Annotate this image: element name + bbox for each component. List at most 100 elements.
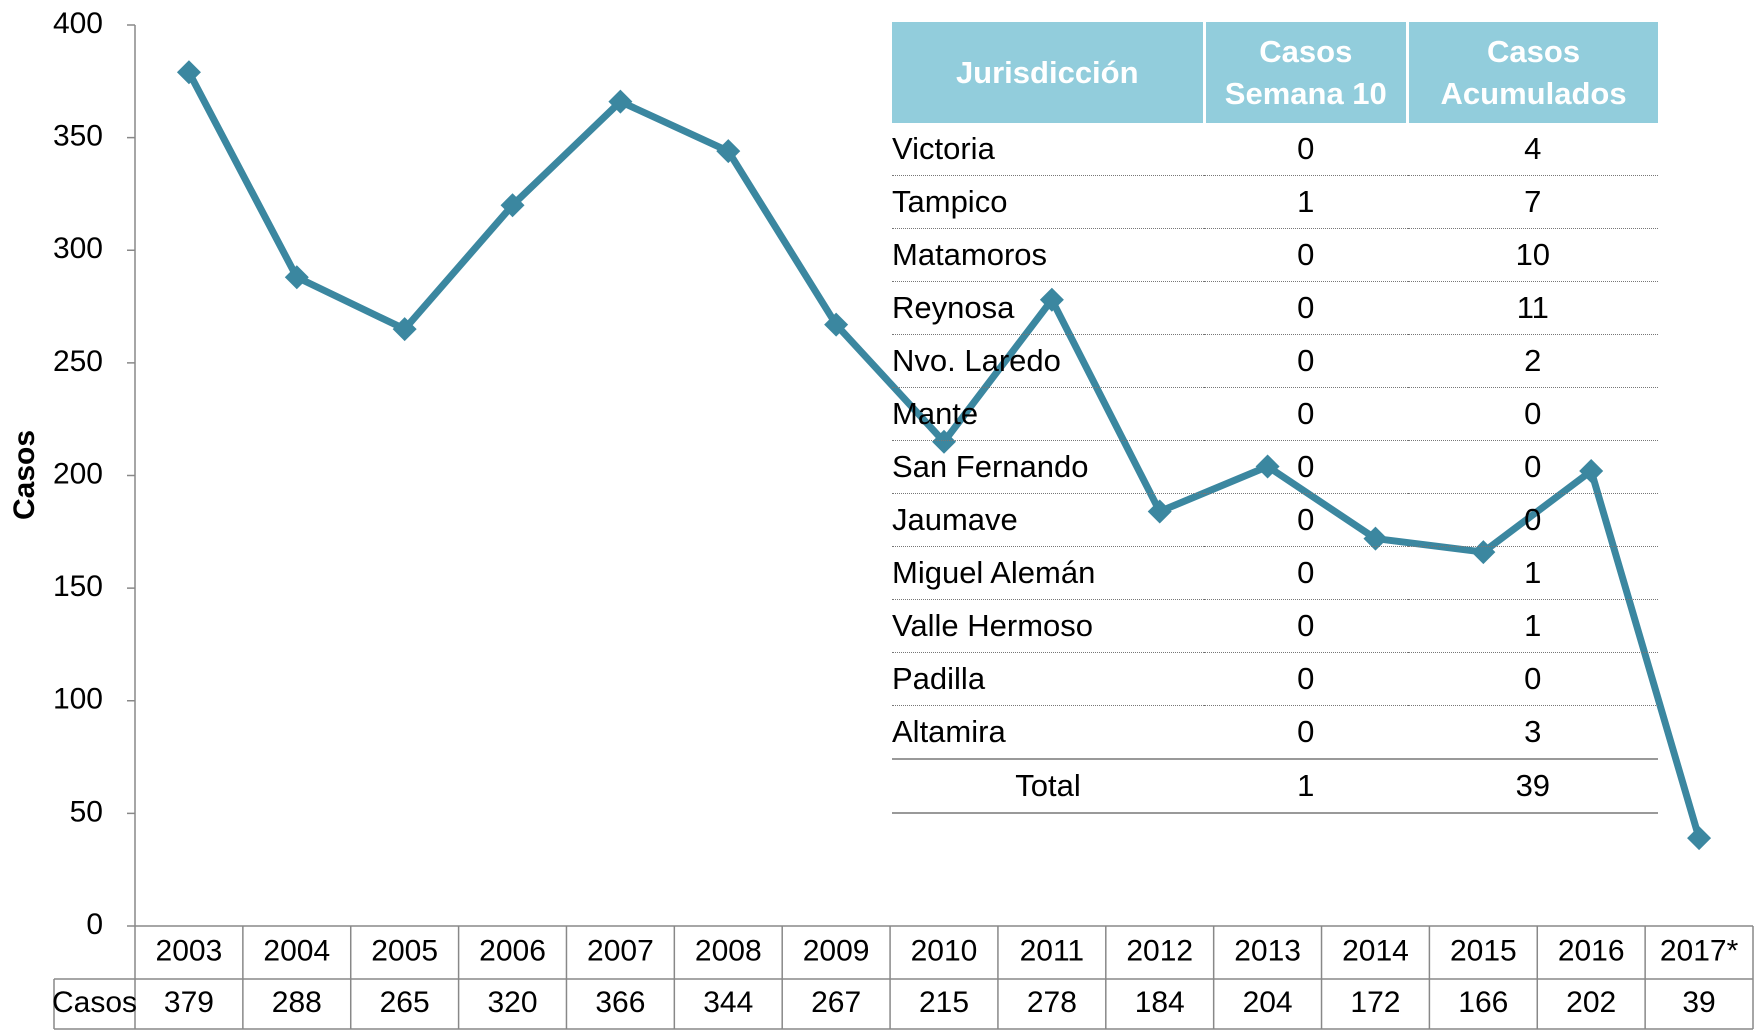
total-cell: 1 (1204, 758, 1408, 814)
row: Tampico 1 7 (892, 175, 1658, 229)
x-tick-label: 2015 (1450, 934, 1517, 967)
x-tick-label: 2003 (156, 934, 223, 967)
table-value: 265 (380, 986, 430, 1019)
marker (284, 265, 309, 290)
table-value: 184 (1135, 986, 1185, 1019)
table-value: 172 (1350, 986, 1400, 1019)
y-tick-label: 50 (70, 795, 103, 828)
table-value: 166 (1458, 986, 1508, 1019)
table-value: 278 (1027, 986, 1077, 1019)
y-tick-label: 100 (53, 683, 103, 716)
total-row: Total 1 39 (892, 758, 1658, 814)
cell: Nvo. Laredo (892, 334, 1204, 388)
cell: 0 (1204, 281, 1408, 335)
cell: Mante (892, 387, 1204, 441)
x-tick-label: 2004 (263, 934, 330, 967)
cell: 10 (1407, 228, 1658, 282)
table-value: 267 (811, 986, 861, 1019)
cell: 0 (1407, 387, 1658, 441)
cell: 0 (1407, 493, 1658, 547)
inset-table: Jurisdicción Casos Semana 10 Casos Acumula… (892, 22, 1658, 814)
header-row: Jurisdicción Casos Semana 10 Casos Acumula… (892, 22, 1658, 123)
row: Nvo. Laredo 0 2 (892, 334, 1658, 388)
cell: 0 (1204, 652, 1408, 706)
cell: 1 (1407, 546, 1658, 600)
y-tick-label: 400 (53, 7, 103, 40)
cell: 1 (1204, 175, 1408, 229)
row: Altamira 0 3 (892, 705, 1658, 760)
table-value: 202 (1566, 986, 1616, 1019)
table-value: 39 (1682, 986, 1715, 1019)
total-cell: 39 (1407, 758, 1658, 814)
y-tick-label: 250 (53, 345, 103, 378)
row: Victoria 0 4 (892, 123, 1658, 176)
y-tick-label: 150 (53, 570, 103, 603)
cell: 0 (1204, 387, 1408, 441)
marker (176, 60, 201, 85)
cell: San Fernando (892, 440, 1204, 494)
cell: 0 (1204, 334, 1408, 388)
header-cell: Casos Semana 10 (1202, 22, 1408, 123)
x-tick-label: 2009 (803, 934, 870, 967)
x-tick-label: 2013 (1234, 934, 1301, 967)
cell: 0 (1204, 599, 1408, 653)
x-tick-label: 2006 (479, 934, 546, 967)
row: Miguel Alemán 0 1 (892, 546, 1658, 600)
cell: Tampico (892, 175, 1204, 229)
row-label: Casos (52, 986, 137, 1019)
table-value: 379 (164, 986, 214, 1019)
cell: Miguel Alemán (892, 546, 1204, 600)
row: Jaumave 0 0 (892, 493, 1658, 547)
x-tick-label: 2008 (695, 934, 762, 967)
marker (608, 89, 633, 114)
table-value: 288 (272, 986, 322, 1019)
x-tick-label: 2005 (371, 934, 438, 967)
header-cell: Jurisdicción (892, 22, 1204, 123)
x-tick-label: 2012 (1126, 934, 1193, 967)
cell: 0 (1204, 493, 1408, 547)
table-value: 320 (488, 986, 538, 1019)
cell: Valle Hermoso (892, 599, 1204, 653)
row: Mante 0 0 (892, 387, 1658, 441)
row: Matamoros 0 10 (892, 228, 1658, 282)
cell: 4 (1407, 123, 1658, 176)
cell: 0 (1204, 440, 1408, 494)
cell: 0 (1407, 440, 1658, 494)
cell: Reynosa (892, 281, 1204, 335)
x-tick-label: 2016 (1558, 934, 1625, 967)
cell: Matamoros (892, 228, 1204, 282)
cell: Padilla (892, 652, 1204, 706)
cell: 7 (1407, 175, 1658, 229)
marker (500, 193, 525, 218)
cell: 0 (1204, 228, 1408, 282)
cell: Altamira (892, 705, 1204, 760)
x-tick-label: 2011 (1020, 934, 1085, 967)
x-tick-label: 2007 (587, 934, 654, 967)
x-tick-label: 2014 (1342, 934, 1409, 967)
x-tick-label: 2017* (1660, 934, 1739, 967)
y-tick-label: 300 (53, 232, 103, 265)
cell: 1 (1407, 599, 1658, 653)
header-cell: Casos Acumulados (1406, 22, 1658, 123)
row: Valle Hermoso 0 1 (892, 599, 1658, 653)
row: Padilla 0 0 (892, 652, 1658, 706)
cell: Victoria (892, 123, 1204, 176)
marker (716, 139, 741, 164)
table-value: 344 (703, 986, 753, 1019)
table-value: 204 (1243, 986, 1293, 1019)
y-tick-label: 200 (53, 457, 103, 490)
table-value: 366 (595, 986, 645, 1019)
cell: 11 (1407, 281, 1658, 335)
marker (1687, 826, 1712, 851)
table-value: 215 (919, 986, 969, 1019)
row: Reynosa 0 11 (892, 281, 1658, 335)
marker (824, 312, 849, 337)
y-tick-label: 0 (86, 908, 103, 941)
y-tick-label: 350 (53, 120, 103, 153)
x-tick-label: 2010 (911, 934, 978, 967)
cell: 3 (1407, 705, 1658, 760)
cell: 0 (1407, 652, 1658, 706)
cell: 0 (1204, 546, 1408, 600)
row: San Fernando 0 0 (892, 440, 1658, 494)
